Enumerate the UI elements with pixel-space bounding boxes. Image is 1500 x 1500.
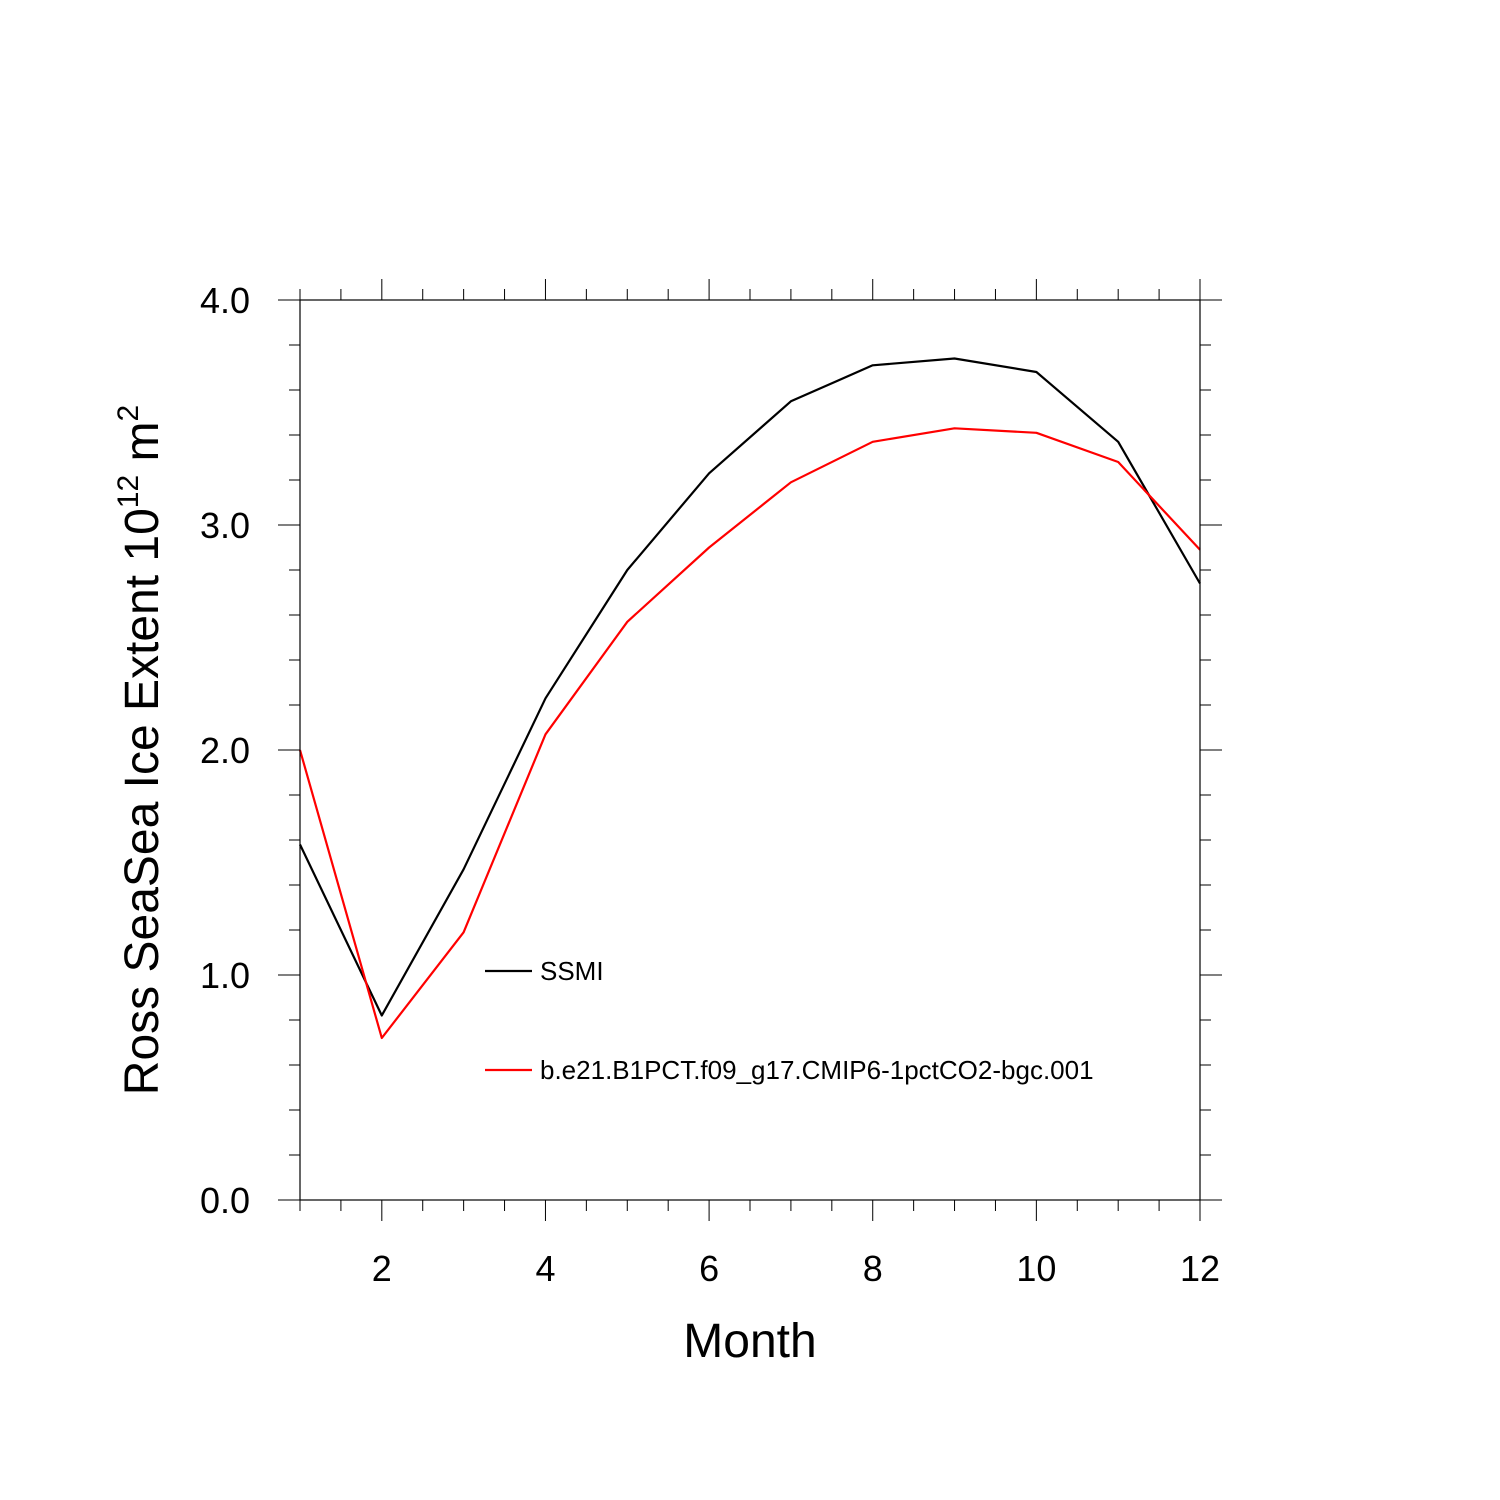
x-tick-label: 6: [699, 1248, 719, 1289]
y-axis-title-unit-exponent: 2: [112, 405, 145, 422]
series-layer: [298, 357, 1201, 1040]
y-tick-label: 2.0: [200, 730, 250, 771]
x-tick-label: 10: [1016, 1248, 1056, 1289]
x-tick-label: 2: [372, 1248, 392, 1289]
y-tick-label: 4.0: [200, 280, 250, 321]
y-tick-label: 0.0: [200, 1180, 250, 1221]
y-axis-title-prefix: Ross SeaSea Ice Extent 10: [116, 508, 169, 1095]
x-tick-label: 8: [863, 1248, 883, 1289]
y-axis-title-unit: m: [116, 421, 169, 474]
legend-label-0: SSMI: [540, 956, 604, 986]
y-tick-labels: 0.0 1.0 2.0 3.0 4.0: [200, 280, 250, 1221]
y-tick-label: 3.0: [200, 505, 250, 546]
series-line-1: [298, 427, 1201, 1040]
series-line-0: [299, 357, 1201, 1017]
x-tick-label: 4: [535, 1248, 555, 1289]
x-tick-label: 12: [1180, 1248, 1220, 1289]
y-tick-label: 1.0: [200, 955, 250, 996]
plot-frame: [299, 299, 1201, 1201]
y-axis-title-exponent: 12: [112, 475, 145, 508]
x-axis-title: Month: [683, 1315, 816, 1368]
legend-label-1: b.e21.B1PCT.f09_g17.CMIP6-1pctCO2-bgc.00…: [540, 1055, 1094, 1085]
y-axis-title: Ross SeaSea Ice Extent 1012 m2: [112, 405, 169, 1095]
x-tick-labels: 2 4 6 8 10 12: [372, 1248, 1220, 1289]
tick-marks: [278, 279, 1222, 1221]
legend: SSMI b.e21.B1PCT.f09_g17.CMIP6-1pctCO2-bg…: [485, 956, 1094, 1085]
